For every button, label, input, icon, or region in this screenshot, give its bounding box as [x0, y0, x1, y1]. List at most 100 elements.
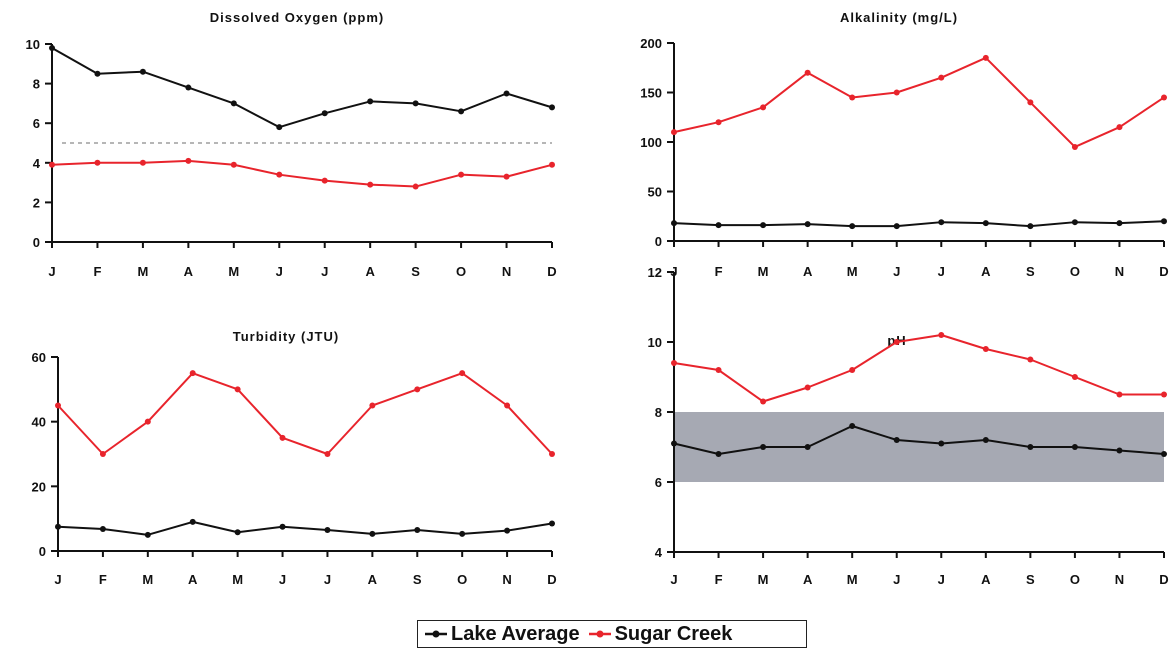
series-line-sugar-creek	[673, 56, 1165, 148]
data-point	[982, 54, 989, 61]
x-tick-label: A	[803, 264, 813, 279]
x-tick-label: J	[938, 572, 945, 587]
y-tick-label: 0	[655, 234, 662, 249]
data-point	[139, 68, 146, 75]
x-tick-label: O	[456, 264, 466, 279]
data-point	[1161, 94, 1167, 101]
data-point	[715, 222, 722, 229]
x-tick-label: S	[1026, 572, 1035, 587]
data-point	[99, 526, 106, 533]
legend-line-marker-icon	[425, 630, 447, 638]
y-tick-label: 10	[26, 37, 40, 52]
chart-title: Dissolved Oxygen (ppm)	[210, 10, 384, 25]
x-tick-label: J	[893, 264, 900, 279]
chart-alkalinity-mg-l: Alkalinity (mg/L)050100150200JFMAMJJASON…	[640, 10, 1168, 279]
chart-ph: pH4681012JFMAMJJASOND	[648, 265, 1169, 587]
data-point	[504, 527, 511, 534]
y-tick-label: 4	[33, 156, 41, 171]
x-tick-label: O	[457, 572, 467, 587]
data-point	[321, 110, 328, 117]
data-point	[1161, 391, 1167, 398]
data-point	[804, 69, 811, 76]
x-tick-label: N	[1115, 264, 1124, 279]
chart-title: Alkalinity (mg/L)	[840, 10, 958, 25]
data-point	[412, 100, 419, 107]
data-point	[94, 159, 101, 166]
data-point	[549, 104, 555, 111]
series-sugar-creek	[55, 370, 555, 457]
data-point	[234, 529, 241, 536]
data-point	[760, 444, 767, 450]
y-tick-label: 0	[39, 544, 46, 559]
series-lake-average	[49, 44, 555, 131]
x-tick-label: F	[715, 572, 723, 587]
data-point	[412, 183, 419, 190]
data-point	[671, 129, 677, 136]
data-point	[367, 181, 374, 188]
legend-item-lake-average: Lake Average	[424, 623, 580, 646]
data-point	[1116, 447, 1123, 454]
x-tick-label: S	[411, 264, 420, 279]
data-point	[1071, 444, 1078, 450]
y-tick-label: 150	[640, 86, 662, 101]
x-tick-label: J	[938, 264, 945, 279]
data-point	[893, 437, 900, 443]
data-point	[671, 220, 677, 227]
data-point	[1161, 451, 1167, 457]
data-point	[144, 418, 151, 425]
data-point	[369, 402, 376, 409]
data-point	[459, 530, 466, 537]
chart-turbidity-jtu: Turbidity (JTU) 0 20 40 60 J F M A M J J A S O N D	[32, 329, 557, 587]
x-tick-label: M	[232, 572, 243, 587]
data-point	[503, 173, 510, 180]
data-point	[982, 346, 989, 352]
data-point	[549, 520, 555, 527]
series-line-sugar-creek	[57, 372, 553, 455]
data-point	[234, 386, 241, 393]
series-line-sugar-creek	[51, 159, 553, 188]
data-point	[549, 451, 555, 457]
data-point	[760, 398, 767, 405]
chart-title: Turbidity (JTU)	[233, 329, 339, 344]
data-point	[279, 434, 286, 441]
legend-label-lake-average: Lake Average	[451, 622, 580, 645]
data-point	[760, 222, 767, 229]
data-point	[414, 526, 421, 533]
data-point	[1027, 223, 1034, 230]
x-tick-label: J	[670, 572, 677, 587]
data-point	[189, 518, 196, 525]
data-point	[1116, 124, 1123, 131]
series-lake-average	[671, 218, 1167, 230]
x-tick-label: O	[1070, 264, 1080, 279]
x-tick-label: J	[279, 572, 286, 587]
data-point	[938, 219, 945, 226]
data-point	[276, 171, 283, 178]
y-tick-label: 8	[33, 77, 40, 92]
x-tick-label: M	[228, 264, 239, 279]
legend-line-marker-icon	[588, 630, 611, 638]
x-tick-label: S	[1026, 264, 1035, 279]
x-tick-label: N	[502, 572, 511, 587]
data-point	[938, 440, 945, 447]
data-point	[324, 526, 331, 533]
data-point	[804, 221, 811, 228]
legend-item-sugar-creek: Sugar Creek	[588, 623, 732, 646]
x-tick-label: M	[758, 264, 769, 279]
data-point	[938, 74, 945, 81]
data-point	[1027, 99, 1034, 106]
data-point	[230, 161, 237, 168]
y-tick-label: 60	[32, 350, 46, 365]
data-point	[1071, 219, 1078, 226]
data-point	[99, 451, 106, 457]
data-point	[849, 423, 856, 429]
data-point	[549, 161, 555, 168]
x-tick-label: J	[48, 264, 55, 279]
series-sugar-creek	[671, 332, 1167, 405]
data-point	[1116, 220, 1123, 227]
x-tick-label: A	[365, 264, 375, 279]
y-tick-label: 200	[640, 36, 662, 51]
y-tick-label: 50	[648, 185, 662, 200]
data-point	[185, 84, 192, 91]
data-point	[367, 98, 374, 105]
data-point	[1071, 374, 1078, 380]
